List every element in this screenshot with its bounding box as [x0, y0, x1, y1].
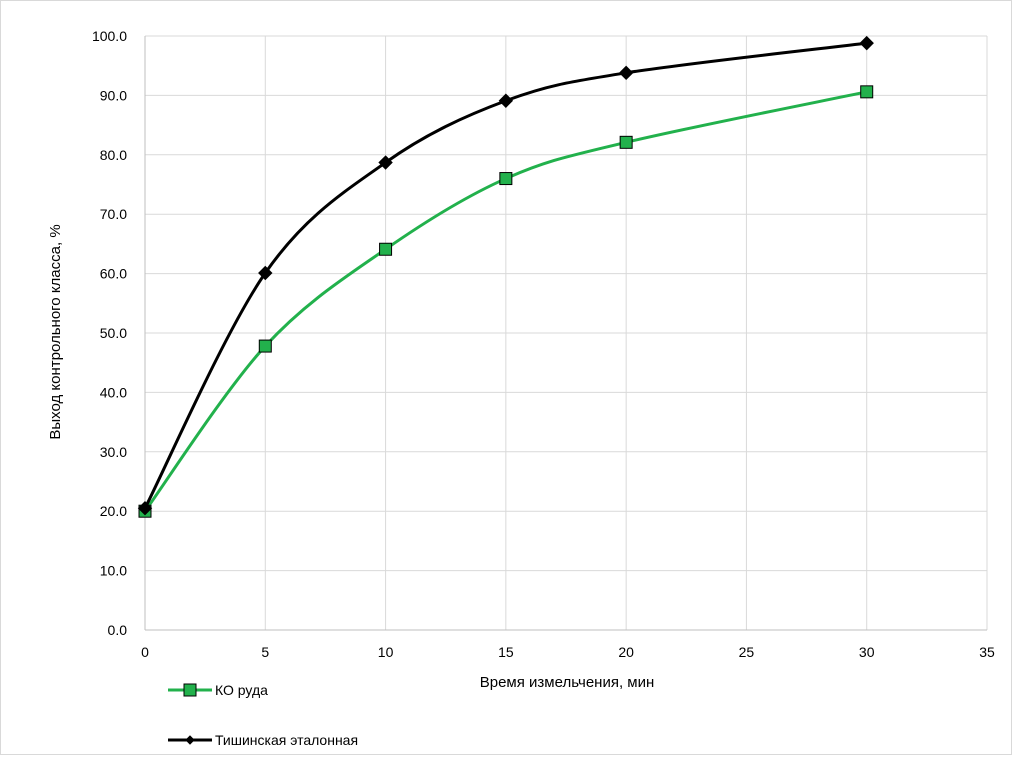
y-tick-label: 0.0 — [108, 622, 128, 638]
y-tick-label: 90.0 — [100, 87, 127, 103]
y-tick-label: 70.0 — [100, 206, 127, 222]
x-tick-label: 35 — [979, 644, 995, 660]
x-tick-label: 30 — [859, 644, 875, 660]
grid — [145, 35, 988, 630]
y-tick-label: 100.0 — [92, 28, 127, 44]
x-axis-label: Время измельчения, мин — [480, 674, 655, 691]
series-0 — [138, 85, 874, 518]
data-point — [258, 339, 272, 353]
series — [137, 35, 874, 518]
y-tick-label: 80.0 — [100, 147, 127, 163]
y-tick-label: 30.0 — [100, 444, 127, 460]
data-point — [379, 242, 393, 256]
series-1 — [137, 35, 874, 516]
legend-marker — [185, 735, 195, 745]
series-line — [143, 90, 868, 513]
data-point — [498, 93, 514, 108]
y-tick-label: 10.0 — [100, 563, 127, 579]
x-tick-label: 10 — [378, 644, 394, 660]
data-point — [258, 265, 273, 281]
data-point — [859, 35, 874, 51]
data-point — [619, 135, 633, 149]
y-tick-label: 50.0 — [100, 325, 127, 341]
axes — [144, 36, 987, 631]
legend-entry: Тишинская эталонная — [168, 732, 358, 748]
x-tick-label: 25 — [739, 644, 755, 660]
y-axis-label: Выход контрольного класса, % — [47, 224, 64, 439]
y-tick-label: 20.0 — [100, 503, 127, 519]
x-tick-label: 20 — [618, 644, 634, 660]
legend-marker — [183, 683, 197, 697]
legend-label: Тишинская эталонная — [215, 732, 358, 748]
data-point — [378, 155, 393, 170]
y-tick-label: 40.0 — [100, 384, 127, 400]
data-point — [499, 172, 513, 186]
x-tick-label: 15 — [498, 644, 514, 660]
legend-entry: КО руда — [168, 682, 268, 698]
x-tick-label: 0 — [141, 644, 149, 660]
series-line — [143, 41, 867, 509]
legend-label: КО руда — [215, 682, 268, 698]
y-tick-label: 60.0 — [100, 266, 127, 282]
data-point — [137, 501, 153, 516]
tick-labels: 0 5 10 15 20 25 30 35 0.0 10.0 20.0 30.0 40.0 50.0 60.… — [92, 28, 995, 660]
data-point — [860, 85, 874, 99]
data-point — [618, 65, 634, 81]
x-tick-label: 5 — [261, 644, 269, 660]
legend: КО руда Тишинская эталонная — [168, 682, 358, 748]
